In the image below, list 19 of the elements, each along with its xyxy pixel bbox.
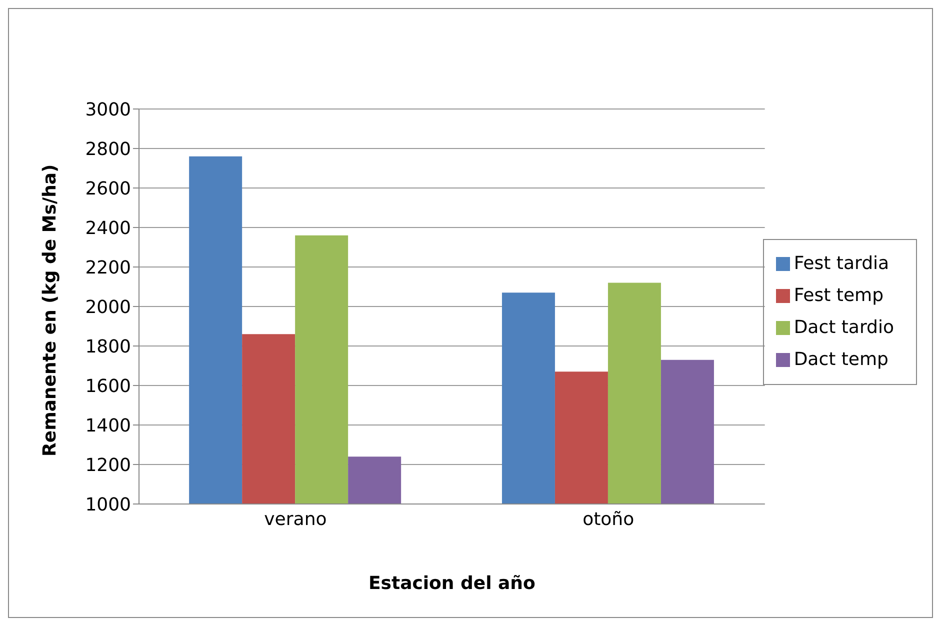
legend-label: Dact temp: [794, 348, 888, 370]
y-tick-label: 2400: [85, 218, 131, 239]
y-tick-label: 1000: [85, 494, 131, 516]
legend-label: Fest tardia: [794, 252, 890, 274]
y-tick-label: 2200: [85, 257, 131, 278]
y-tick-label: 2800: [85, 138, 131, 160]
y-tick-label: 2600: [85, 178, 131, 200]
y-tick-label: 1800: [85, 336, 131, 358]
y-tick-label: 1200: [85, 454, 131, 476]
x-axis-title: Estacion del año: [368, 573, 536, 594]
legend-label: Dact tardio: [794, 316, 894, 338]
y-tick-label: 1400: [85, 415, 131, 436]
y-axis-title: Remanente en (kg de Ms/ha): [39, 164, 60, 456]
x-tick-label: verano: [264, 508, 327, 530]
y-tick-label: 1600: [85, 376, 131, 397]
y-tick-label: 2000: [85, 296, 131, 318]
y-tick-label: 3000: [85, 99, 131, 120]
legend-label: Fest temp: [794, 284, 884, 306]
x-tick-label: otoño: [582, 508, 634, 530]
